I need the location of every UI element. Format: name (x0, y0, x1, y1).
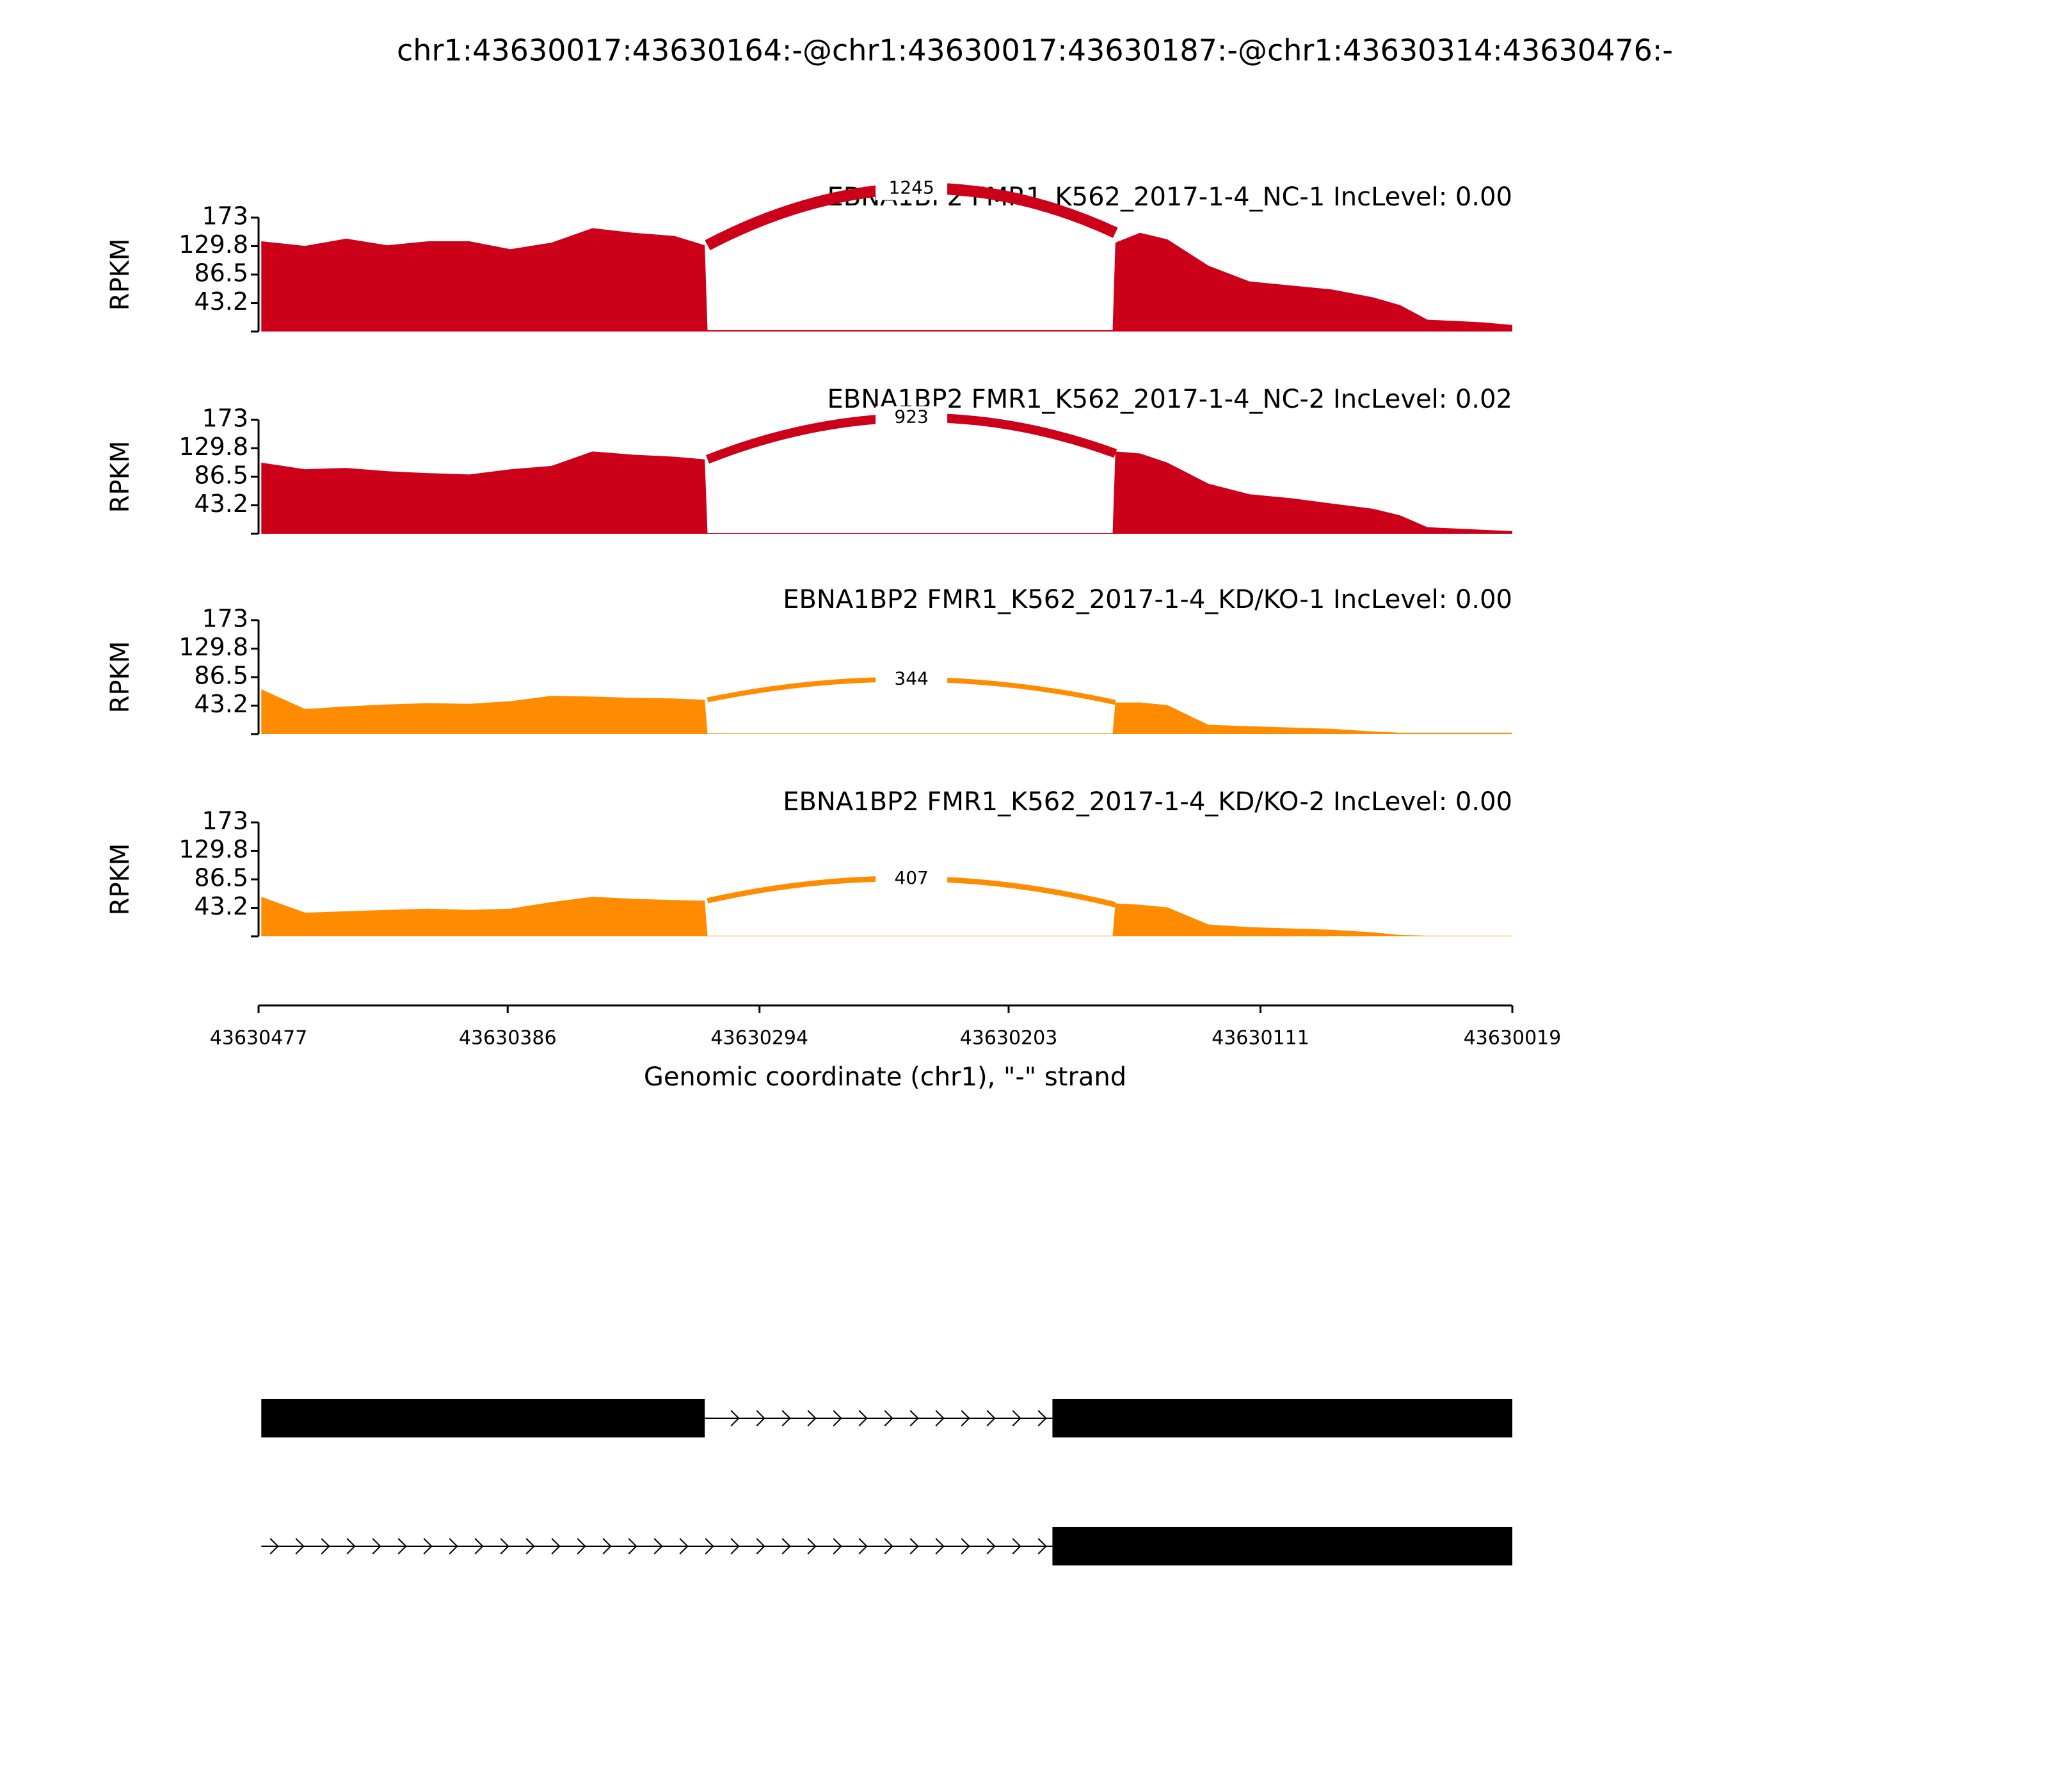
intron-chevron (756, 1410, 765, 1427)
intron-chevron (781, 1410, 791, 1427)
intron-chevron (756, 1538, 765, 1555)
y-tick-label: 129.8 (179, 230, 248, 259)
intron-chevron (807, 1538, 817, 1555)
y-tick-label: 43.2 (194, 287, 248, 316)
intron-chevron (833, 1538, 842, 1555)
panel-title: EBNA1BP2 FMR1_K562_2017-1-4_KD/KO-2 IncL… (783, 787, 1512, 817)
junction-label-bg (876, 668, 948, 691)
junction-label-bg (876, 177, 948, 200)
junction-label-bg (876, 867, 948, 890)
junction-label: 1245 (889, 177, 934, 198)
x-tick-label: 43630386 (459, 1027, 557, 1050)
intron-chevron (858, 1538, 868, 1555)
intron-chevron (321, 1538, 330, 1555)
intron-chevron (474, 1538, 484, 1555)
intron-chevron (961, 1538, 970, 1555)
y-tick-label: 173 (202, 404, 248, 433)
intron-chevron (884, 1538, 893, 1555)
intron-chevron (269, 1538, 279, 1555)
intron-chevron (525, 1538, 535, 1555)
y-axis-label: RPKM (106, 844, 135, 916)
x-tick-label: 43630294 (710, 1027, 808, 1050)
intron-chevron (602, 1538, 612, 1555)
x-tick-label: 43630203 (960, 1027, 1058, 1050)
y-tick-label: 129.8 (179, 633, 248, 661)
intron-chevron (500, 1538, 509, 1555)
intron-chevron (295, 1538, 305, 1555)
intron-chevron (858, 1410, 868, 1427)
intron-chevron (807, 1410, 817, 1427)
exon (1052, 1527, 1512, 1565)
y-tick-label: 86.5 (194, 259, 248, 287)
junction-label: 923 (894, 406, 928, 428)
y-tick-label: 173 (202, 605, 248, 633)
coverage-area (261, 228, 1512, 332)
y-tick-label: 173 (202, 202, 248, 230)
y-axis-label: RPKM (106, 641, 135, 714)
y-axis-label: RPKM (106, 239, 135, 311)
intron-chevron (628, 1538, 637, 1555)
y-tick-label: 86.5 (194, 864, 248, 892)
coverage-area (261, 689, 1512, 734)
intron-chevron (781, 1538, 791, 1555)
y-tick-label: 43.2 (194, 690, 248, 718)
y-tick-label: 86.5 (194, 662, 248, 690)
junction-label: 407 (894, 867, 928, 888)
intron-chevron (372, 1538, 381, 1555)
exon (261, 1399, 705, 1437)
x-axis-label: Genomic coordinate (chr1), "-" strand (644, 1062, 1126, 1092)
junction-label-bg (876, 406, 948, 429)
intron-chevron (397, 1538, 407, 1555)
intron-chevron (423, 1538, 433, 1555)
intron-chevron (653, 1538, 663, 1555)
exon (1052, 1399, 1512, 1437)
chart-title: chr1:43630017:43630164:-@chr1:43630017:4… (397, 33, 1673, 68)
intron-chevron (551, 1538, 561, 1555)
intron-chevron (986, 1410, 996, 1427)
intron-chevron (730, 1410, 740, 1427)
intron-chevron (833, 1410, 842, 1427)
intron-chevron (449, 1538, 458, 1555)
y-tick-label: 43.2 (194, 892, 248, 920)
intron-chevron (1012, 1410, 1021, 1427)
intron-chevron (935, 1538, 945, 1555)
y-tick-label: 43.2 (194, 490, 248, 518)
y-tick-label: 129.8 (179, 835, 248, 863)
y-tick-label: 173 (202, 807, 248, 835)
intron-chevron (909, 1410, 919, 1427)
transcript (261, 1399, 1512, 1437)
intron-chevron (909, 1538, 919, 1555)
intron-chevron (986, 1538, 996, 1555)
coverage-area (261, 897, 1512, 936)
x-tick-label: 43630019 (1464, 1027, 1562, 1050)
intron-chevron (1037, 1538, 1047, 1555)
intron-chevron (346, 1538, 356, 1555)
junction-label: 344 (894, 668, 928, 689)
panel-title: EBNA1BP2 FMR1_K562_2017-1-4_KD/KO-1 IncL… (783, 585, 1512, 614)
intron-chevron (961, 1410, 970, 1427)
intron-chevron (730, 1538, 740, 1555)
x-tick-label: 43630477 (210, 1027, 308, 1050)
coverage-area (261, 451, 1512, 534)
intron-chevron (1012, 1538, 1021, 1555)
x-tick-label: 43630111 (1212, 1027, 1309, 1050)
intron-chevron (577, 1538, 586, 1555)
y-tick-label: 86.5 (194, 461, 248, 490)
y-tick-label: 129.8 (179, 433, 248, 461)
intron-chevron (679, 1538, 689, 1555)
intron-chevron (1037, 1410, 1047, 1427)
intron-chevron (705, 1538, 714, 1555)
intron-chevron (935, 1410, 945, 1427)
intron-chevron (884, 1410, 893, 1427)
transcript (261, 1527, 1512, 1565)
y-axis-label: RPKM (106, 441, 135, 513)
